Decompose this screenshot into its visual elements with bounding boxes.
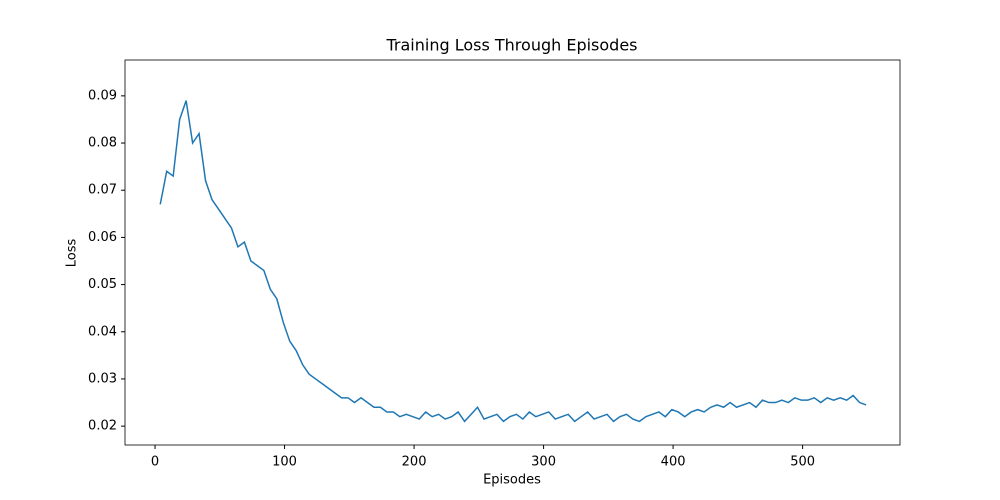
y-tick-label: 0.08	[88, 136, 117, 151]
y-tick-label: 0.05	[88, 277, 117, 292]
x-tick-label: 500	[790, 455, 815, 470]
y-tick-label: 0.09	[88, 88, 117, 103]
y-tick-label: 0.04	[88, 324, 117, 339]
y-tick-label: 0.02	[88, 419, 117, 434]
y-tick-label: 0.07	[88, 183, 117, 198]
line	[159, 100, 867, 423]
chart-title: Training Loss Through Episodes	[385, 36, 637, 55]
y-axis-label: Loss	[65, 239, 80, 268]
x-tick-label: 200	[402, 455, 427, 470]
y-tick-label: 0.06	[88, 230, 117, 245]
x-tick-label: 0	[151, 455, 159, 470]
x-tick-label: 300	[531, 455, 556, 470]
x-tick-label: 400	[661, 455, 686, 470]
plot-frame	[124, 59, 901, 446]
x-tick-label: 100	[272, 455, 297, 470]
x-axis-label: Episodes	[483, 473, 541, 488]
y-tick-label: 0.03	[88, 371, 117, 386]
